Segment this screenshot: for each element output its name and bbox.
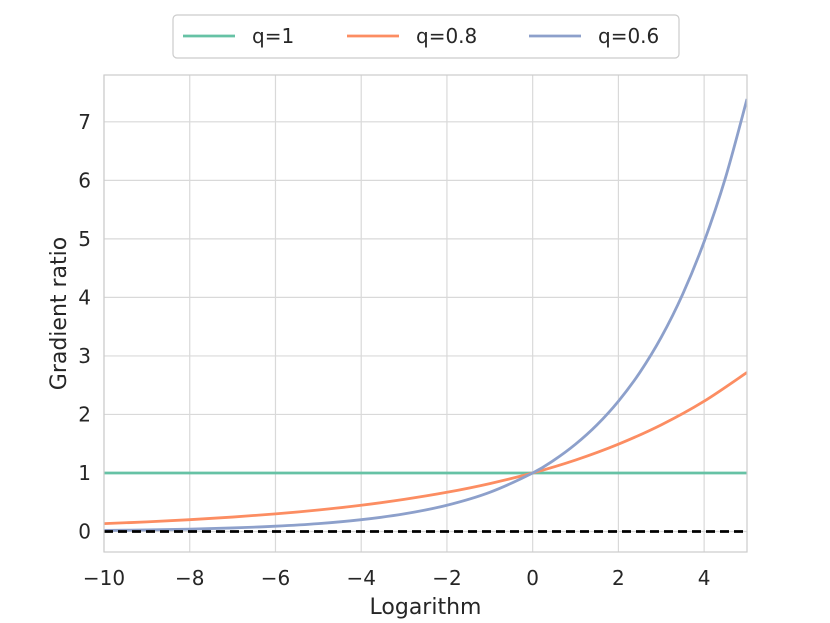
- grid: [103, 75, 747, 552]
- x-tick-label: −2: [432, 566, 461, 590]
- y-tick-label: 3: [78, 344, 91, 368]
- x-tick-label: −8: [175, 566, 204, 590]
- x-tick-label: −4: [346, 566, 375, 590]
- x-tick-label: 4: [698, 566, 711, 590]
- legend-label: q=0.6: [598, 24, 659, 48]
- y-tick-label: 1: [78, 461, 91, 485]
- legend-label: q=1: [252, 24, 294, 48]
- x-tick-label: 2: [612, 566, 625, 590]
- x-tick-label: 0: [526, 566, 539, 590]
- x-axis-label: Logarithm: [370, 595, 482, 620]
- y-tick-label: 5: [78, 227, 91, 251]
- y-tick-label: 4: [78, 285, 91, 309]
- series-line-q-0-6: [104, 98, 747, 532]
- plot-frame: [103, 74, 748, 553]
- y-tick-label: 7: [78, 110, 91, 134]
- x-tick-label: −6: [261, 566, 290, 590]
- series-lines: [104, 98, 747, 532]
- y-tick-label: 2: [78, 402, 91, 426]
- legend-box: [172, 14, 680, 59]
- y-axis-label: Gradient ratio: [47, 237, 72, 390]
- x-axis-ticks: −10 −8 −6 −4 −2 0 2 4: [83, 566, 711, 590]
- series-line-q-0-8: [104, 371, 747, 526]
- y-tick-label: 6: [78, 168, 91, 192]
- x-tick-label: −10: [83, 566, 125, 590]
- legend: q=1 q=0.8 q=0.6: [172, 14, 680, 59]
- y-tick-label: 0: [78, 520, 91, 544]
- y-axis-ticks: 0 1 2 3 4 5 6 7: [78, 110, 91, 544]
- legend-label: q=0.8: [416, 24, 477, 48]
